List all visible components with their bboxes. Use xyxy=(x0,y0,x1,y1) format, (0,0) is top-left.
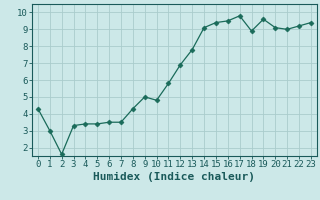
X-axis label: Humidex (Indice chaleur): Humidex (Indice chaleur) xyxy=(93,172,255,182)
